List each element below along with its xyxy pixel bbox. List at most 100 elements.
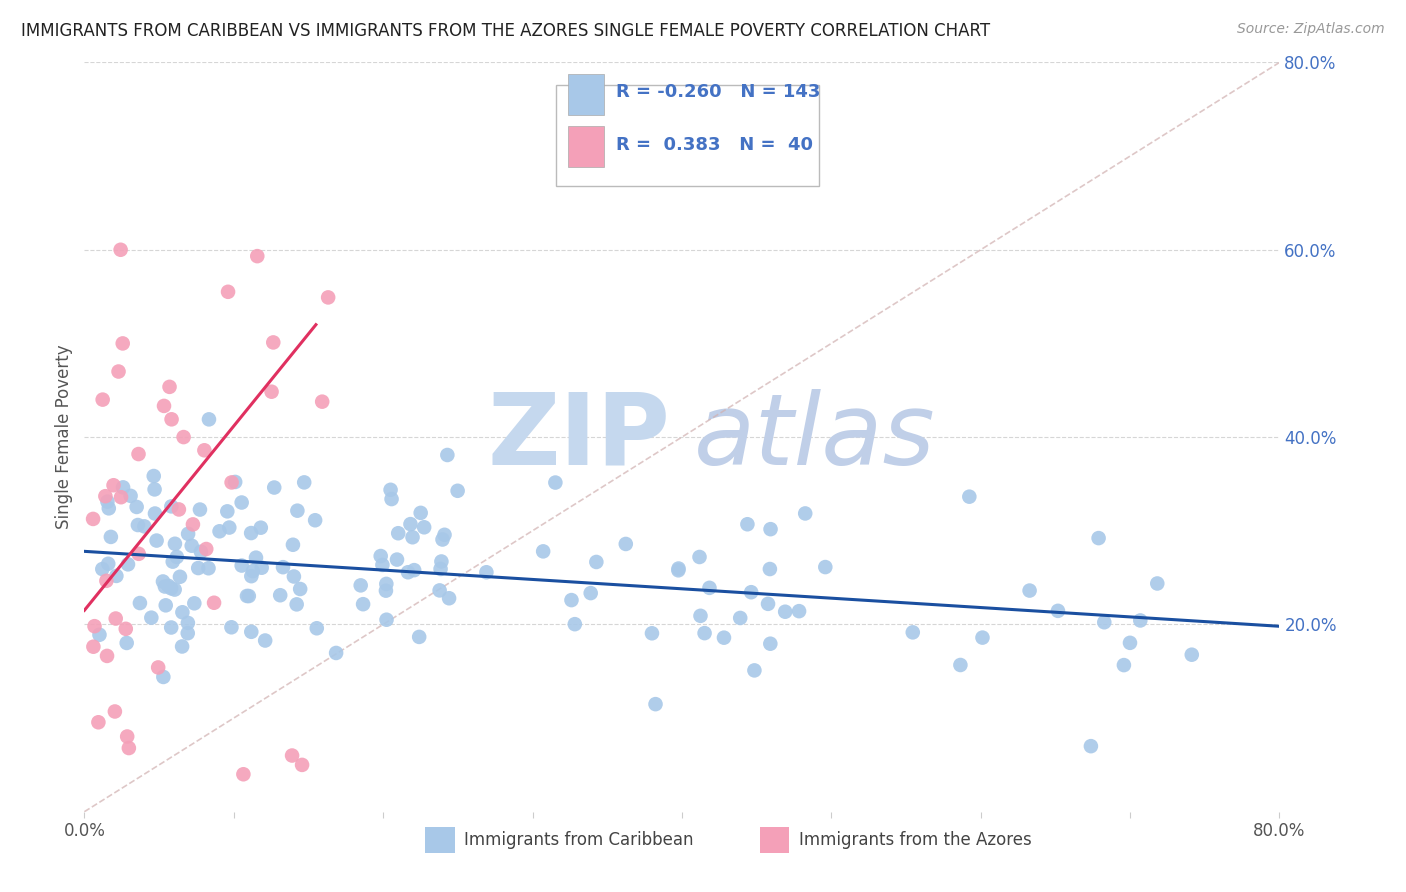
Point [564,617,586,632]
Point [413,520,436,534]
Point [153,399,176,413]
Point [430,554,453,568]
Point [231,495,253,509]
Point [305,621,328,635]
Point [193,443,215,458]
Point [1181,648,1204,662]
Point [91,392,114,407]
Point [371,558,394,572]
Point [380,491,402,506]
Point [103,478,125,492]
Point [117,558,139,572]
Point [190,545,212,559]
Point [111,336,134,351]
Point [104,611,127,625]
Point [129,596,152,610]
Point [433,528,456,542]
Point [408,630,430,644]
Point [287,504,309,518]
Point [375,613,398,627]
Point [250,560,273,574]
Point [399,517,422,532]
Point [152,670,174,684]
Point [641,626,664,640]
Point [125,500,148,514]
Point [118,741,141,756]
Point [83,619,105,633]
Point [288,582,311,596]
Point [281,538,304,552]
Point [759,637,782,651]
Point [167,502,190,516]
Text: Source: ZipAtlas.com: Source: ZipAtlas.com [1237,22,1385,37]
Point [1092,615,1115,630]
Point [112,480,135,494]
Point [311,394,333,409]
Point [560,593,582,607]
Bar [425,827,456,853]
FancyBboxPatch shape [557,85,820,186]
Point [173,430,195,444]
Point [160,620,183,634]
Point [1080,739,1102,753]
Point [218,520,240,534]
Text: Immigrants from Caribbean: Immigrants from Caribbean [464,831,695,849]
Point [689,608,711,623]
Point [107,365,129,379]
Point [693,626,716,640]
Bar [568,126,605,168]
Point [744,664,766,678]
Point [195,541,218,556]
Point [375,577,398,591]
Point [240,624,263,639]
Text: R =  0.383   N =  40: R = 0.383 N = 40 [616,136,813,153]
Point [644,697,666,711]
Point [152,574,174,589]
Bar [759,827,790,853]
Point [217,285,239,299]
Point [254,633,277,648]
Point [242,564,264,578]
Text: IMMIGRANTS FROM CARIBBEAN VS IMMIGRANTS FROM THE AZORES SINGLE FEMALE POVERTY CO: IMMIGRANTS FROM CARIBBEAN VS IMMIGRANTS … [21,22,990,40]
Point [115,636,138,650]
Point [232,767,254,781]
Text: atlas: atlas [695,389,935,485]
Point [699,581,721,595]
Point [1119,636,1142,650]
Point [141,610,163,624]
Point [221,620,243,634]
Point [316,290,339,304]
Point [143,483,166,497]
Point [544,475,567,490]
Point [115,730,138,744]
Point [374,583,396,598]
Point [134,519,156,533]
Point [773,605,796,619]
Point [1018,583,1040,598]
Point [208,524,231,539]
Point [446,483,468,498]
Point [169,570,191,584]
Point [949,658,972,673]
Point [794,507,817,521]
Point [110,243,132,257]
Point [291,758,314,772]
Point [128,447,150,461]
Point [202,596,225,610]
Point [759,562,782,576]
Point [82,640,104,654]
Point [262,335,284,350]
Point [260,384,283,399]
Point [737,517,759,532]
Point [972,631,994,645]
Point [177,626,200,640]
Point [87,715,110,730]
Point [585,555,607,569]
Point [104,705,127,719]
Point [429,583,451,598]
Point [249,521,271,535]
Text: Immigrants from the Azores: Immigrants from the Azores [799,831,1032,849]
Point [666,563,689,577]
Point [292,475,315,490]
Point [166,549,188,564]
